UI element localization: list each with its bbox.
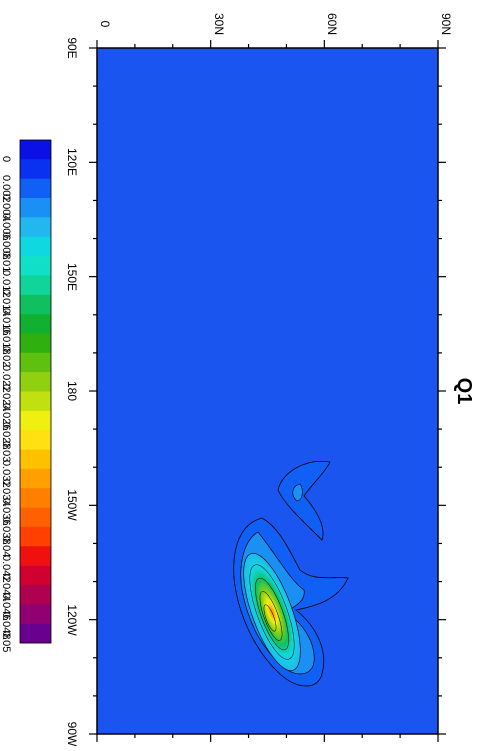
colorbar-swatch — [20, 584, 51, 605]
lon-label-150w: 150W — [65, 489, 79, 521]
colorbar-label: 0.028 — [0, 422, 12, 450]
colorbar-swatch — [20, 449, 51, 470]
colorbar-labels: 0 0.0020.0040.0060.0080.010.0120.0140.016… — [0, 156, 12, 652]
lat-label-60n: 60N — [325, 13, 339, 35]
lon-labels: 90E 120E 150E 180 150W 120W 90W — [65, 37, 79, 747]
lat-label-30n: 30N — [212, 13, 226, 35]
colorbar-swatch — [20, 217, 51, 238]
colorbar-swatch — [20, 372, 51, 392]
lat-labels: 0 30N 60N 90N — [98, 13, 453, 35]
colorbar-swatch — [20, 314, 51, 334]
colorbar-label: 0.008 — [0, 232, 12, 260]
colorbar-swatch — [20, 410, 51, 431]
colorbar-label: 0.034 — [0, 479, 12, 507]
colorbar-swatch — [20, 604, 51, 624]
contour-core-ring-2 — [255, 577, 289, 651]
colorbar-swatch — [20, 352, 51, 373]
colorbar-label: 0 — [0, 156, 12, 162]
lon-label-120w: 120W — [65, 604, 79, 636]
colorbar-label: 0.042 — [0, 555, 12, 583]
colorbar-swatch — [20, 275, 51, 296]
colorbar-swatch — [20, 333, 51, 354]
map-title: Q1 — [453, 378, 475, 405]
colorbar-swatch — [20, 256, 51, 276]
colorbar-label: 0.006 — [0, 213, 12, 241]
contour-upper-inner — [292, 483, 303, 502]
colorbar-swatch — [20, 507, 51, 528]
colorbar-swatch — [20, 178, 51, 199]
colorbar-label: 0.032 — [0, 460, 12, 488]
colorbar-swatch — [20, 391, 51, 412]
colorbar-label: 0.014 — [0, 289, 12, 317]
colorbar-swatch — [20, 565, 51, 586]
contour-upper-outer — [277, 460, 331, 541]
colorbar-label: 0.038 — [0, 517, 12, 545]
colorbar-label: 0.02 — [0, 346, 12, 367]
lon-label-150e: 150E — [65, 263, 79, 291]
contour-core-ring-4 — [263, 604, 277, 632]
colorbar-label: 0.04 — [0, 536, 12, 557]
colorbar-swatch — [20, 159, 51, 179]
colorbar-label: 0.05 — [0, 631, 12, 652]
contour-core-ring-1 — [249, 564, 295, 660]
colorbar-swatch — [20, 430, 51, 450]
colorbar-swatch — [20, 198, 51, 218]
axis-ticks — [89, 40, 446, 742]
colorbar-swatch — [20, 623, 51, 644]
colorbar-swatch — [20, 140, 51, 160]
lon-label-180: 180 — [65, 381, 79, 401]
colorbar-label: 0.026 — [0, 403, 12, 431]
colorbar-swatch — [20, 488, 51, 508]
colorbar-label: 0.03 — [0, 441, 12, 462]
colorbar-swatch — [20, 526, 51, 547]
colorbar-label: 0.048 — [0, 612, 12, 640]
colorbar-label: 0.018 — [0, 327, 12, 355]
colorbar-frame — [19, 139, 52, 644]
lat-label-90n: 90N — [439, 13, 453, 35]
contour-field — [233, 460, 349, 687]
colorbar-swatch — [20, 468, 51, 489]
lon-label-120e: 120E — [65, 148, 79, 176]
colorbar-label: 0.01 — [0, 251, 12, 272]
colorbar-label: 0.004 — [0, 194, 12, 222]
colorbar-swatch — [20, 236, 51, 257]
colorbar-label: 0.046 — [0, 593, 12, 621]
colorbar-label: 0.024 — [0, 384, 12, 412]
colorbar-label: 0.022 — [0, 365, 12, 393]
colorbar-label: 0.012 — [0, 270, 12, 298]
lon-label-90w: 90W — [65, 722, 79, 747]
colorbar-swatch — [20, 546, 51, 566]
colorbar — [19, 139, 52, 644]
colorbar-label: 0.016 — [0, 308, 12, 336]
lon-label-90e: 90E — [65, 37, 79, 58]
colorbar-label: 0.036 — [0, 498, 12, 526]
colorbar-swatch — [20, 294, 51, 315]
lat-label-0: 0 — [98, 21, 112, 28]
colorbar-label: 0.002 — [0, 175, 12, 203]
colorbar-label: 0.044 — [0, 574, 12, 602]
contour-core-ring-3 — [259, 591, 283, 641]
